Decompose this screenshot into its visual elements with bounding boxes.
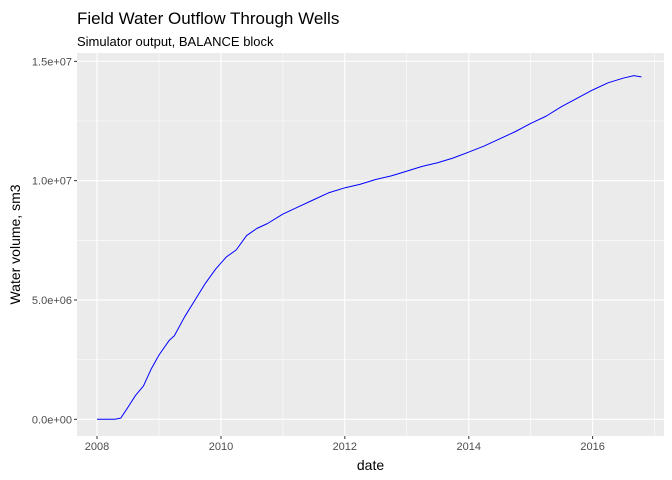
plot-panel [77,53,664,436]
chart-title: Field Water Outflow Through Wells [77,9,339,28]
x-tick-label: 2008 [85,441,109,453]
x-tick-label: 2012 [333,441,357,453]
x-axis-title: date [357,457,384,473]
y-tick-label: 0.0e+00 [32,414,72,426]
y-axis-title: Water volume, sm3 [7,184,23,304]
x-tick-layer: 2008 2010 2012 2014 2016 [85,436,605,453]
y-tick-label: 1.5e+07 [32,56,72,68]
series-line-0 [97,75,642,420]
y-tick-layer: 0.0e+00 5.0e+06 1.0e+07 1.5e+07 [32,56,77,426]
x-tick-label: 2016 [580,441,604,453]
chart-subtitle: Simulator output, BALANCE block [77,34,274,49]
grid-layer [77,53,664,436]
x-tick-label: 2014 [457,441,481,453]
x-tick-label: 2010 [209,441,233,453]
series-layer [97,75,642,420]
y-tick-label: 1.0e+07 [32,176,72,188]
y-tick-label: 5.0e+06 [32,295,72,307]
